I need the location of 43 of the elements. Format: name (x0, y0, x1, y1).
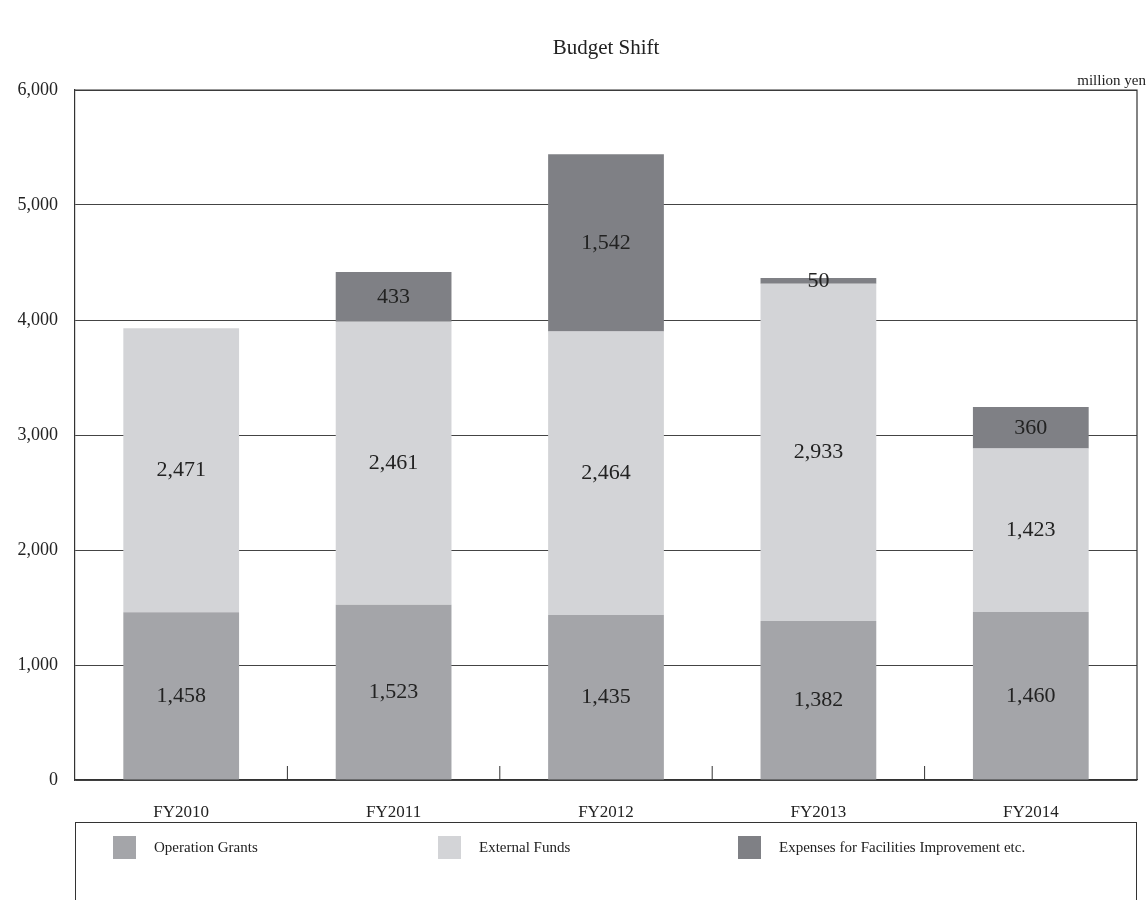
bar (335, 321, 452, 605)
x-tick-label: FY2013 (790, 801, 847, 821)
bar (548, 331, 664, 615)
legend-label: External Funds (479, 839, 571, 856)
y-tick-label: 1,000 (17, 653, 58, 674)
bar (972, 612, 1089, 780)
bar (123, 328, 240, 613)
y-tick-label: 3,000 (17, 423, 58, 444)
bar (972, 407, 1089, 449)
data-label: 2,471 (156, 456, 206, 482)
data-label: 433 (377, 282, 411, 308)
data-label: 50 (807, 266, 830, 292)
bar (548, 154, 664, 332)
data-label: 2,933 (793, 438, 844, 464)
data-label: 1,542 (581, 228, 631, 254)
data-label: 1,460 (1006, 681, 1056, 707)
data-label: 2,464 (581, 459, 631, 485)
bar (123, 612, 240, 780)
data-label: 1,523 (368, 677, 419, 703)
bar (972, 448, 1089, 613)
y-tick-label: 6,000 (17, 78, 58, 99)
y-axis-title: million yen (1077, 71, 1147, 88)
data-label: 1,435 (581, 683, 631, 709)
data-label: 360 (1014, 413, 1048, 439)
bar (548, 614, 664, 780)
legend-label: Operation Grants (154, 839, 258, 856)
x-tick-label: FY2011 (366, 801, 422, 821)
data-label: 1,458 (156, 681, 206, 707)
x-tick-label: FY2010 (153, 801, 210, 821)
x-tick-label: FY2012 (578, 801, 634, 821)
y-tick-label: 4,000 (17, 308, 58, 329)
bar (335, 604, 452, 780)
legend-label: Expenses for Facilities Improvement etc. (779, 839, 1026, 856)
chart-title: Budget Shift (552, 34, 660, 59)
bar (335, 272, 452, 322)
data-label: 2,461 (368, 449, 419, 475)
y-tick-label: 0 (49, 768, 58, 789)
y-tick-label: 5,000 (17, 193, 58, 214)
data-label: 1,423 (1006, 516, 1056, 542)
x-tick-label: FY2014 (1002, 801, 1060, 821)
data-label: 1,382 (793, 686, 844, 712)
bar (760, 621, 877, 780)
y-tick-label: 2,000 (17, 538, 58, 559)
